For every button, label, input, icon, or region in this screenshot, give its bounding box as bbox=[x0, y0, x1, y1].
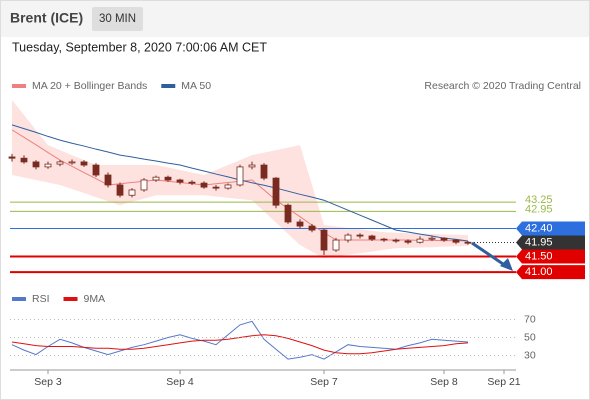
legend-swatch bbox=[63, 297, 78, 301]
candle-body bbox=[392, 239, 400, 242]
instrument-title: Brent (ICE) bbox=[10, 10, 83, 26]
candle-body bbox=[416, 238, 424, 243]
level-label: 42.95 bbox=[525, 203, 553, 215]
level-tag bbox=[516, 221, 585, 236]
candle-body bbox=[200, 182, 208, 188]
legend-swatch bbox=[12, 84, 26, 88]
candle-body bbox=[152, 176, 160, 181]
timeframe-box[interactable] bbox=[92, 7, 143, 31]
legend-label: RSI bbox=[32, 293, 50, 305]
candle-body bbox=[188, 181, 196, 184]
legend-label: MA 50 bbox=[181, 80, 211, 92]
level-tag bbox=[516, 249, 585, 264]
y-tick-label: 50 bbox=[524, 331, 536, 343]
candle-body bbox=[68, 161, 76, 164]
candle-body bbox=[116, 184, 124, 196]
candle-body bbox=[140, 179, 148, 191]
candle-body bbox=[368, 235, 376, 240]
candle-body bbox=[8, 156, 16, 159]
candle-body bbox=[428, 237, 436, 240]
timestamp: Tuesday, September 8, 2020 7:00:06 AM CE… bbox=[12, 40, 267, 54]
legend-label: MA 20 + Bollinger Bands bbox=[32, 80, 147, 92]
candle-body bbox=[104, 174, 112, 186]
candle-body bbox=[272, 177, 280, 206]
candle-body bbox=[128, 189, 136, 196]
x-tick-label: Sep 4 bbox=[166, 376, 194, 388]
credit: Research © 2020 Trading Central bbox=[424, 80, 581, 92]
legend-swatch bbox=[12, 297, 26, 301]
candle-body bbox=[380, 238, 388, 241]
x-tick-label: Sep 3 bbox=[34, 376, 62, 388]
x-tick-label: Sep 21 bbox=[487, 376, 520, 388]
level-tag bbox=[516, 265, 585, 280]
y-tick-label: 70 bbox=[524, 313, 536, 325]
candle-body bbox=[176, 179, 184, 183]
x-tick-label: Sep 7 bbox=[310, 376, 338, 388]
candle-body bbox=[296, 221, 304, 227]
candle-body bbox=[164, 176, 172, 181]
level-label: 41.50 bbox=[525, 250, 553, 262]
timeframe[interactable]: 30 MIN bbox=[99, 13, 136, 25]
projection-arrow bbox=[471, 241, 507, 268]
candle-body bbox=[44, 163, 52, 168]
level-label: 41.00 bbox=[525, 266, 553, 278]
candle-body bbox=[224, 184, 232, 189]
level-label: 42.40 bbox=[525, 222, 553, 234]
candle-body bbox=[80, 161, 88, 166]
candle-body bbox=[452, 239, 460, 243]
candle-body bbox=[356, 234, 364, 237]
candle-body bbox=[212, 186, 220, 189]
projection-arrow-head bbox=[500, 258, 513, 271]
candle-body bbox=[332, 239, 340, 251]
level-label: 41.95 bbox=[525, 236, 553, 248]
candle-body bbox=[236, 166, 244, 186]
candle-body bbox=[260, 164, 268, 179]
level-label: 43.25 bbox=[525, 194, 553, 206]
level-tag bbox=[516, 235, 585, 250]
candle-body bbox=[248, 164, 256, 168]
candle-body bbox=[344, 234, 352, 241]
candle-body bbox=[284, 204, 292, 223]
candle-body bbox=[404, 240, 412, 243]
legend-swatch bbox=[161, 84, 176, 88]
y-tick-label: 30 bbox=[524, 349, 536, 361]
rsi-line bbox=[11, 320, 469, 360]
header-bar bbox=[1, 1, 589, 37]
candle-body bbox=[20, 157, 28, 163]
candle-body bbox=[440, 237, 448, 241]
candle-body bbox=[320, 229, 328, 251]
rsi-line bbox=[11, 334, 469, 355]
candle-body bbox=[56, 161, 64, 165]
candle-body bbox=[464, 241, 472, 244]
x-tick-label: Sep 8 bbox=[430, 376, 458, 388]
candle-body bbox=[32, 161, 40, 168]
candle-body bbox=[92, 164, 100, 176]
candle-body bbox=[308, 225, 316, 231]
legend-label: 9MA bbox=[84, 293, 106, 305]
